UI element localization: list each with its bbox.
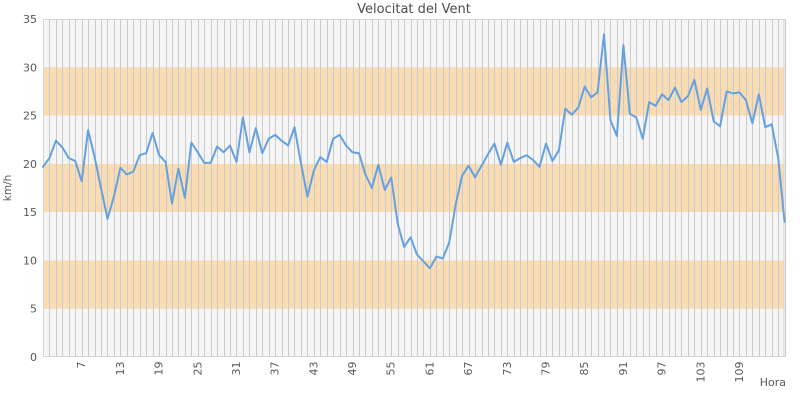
svg-text:15: 15 [23,206,37,219]
svg-text:109: 109 [733,362,746,383]
svg-text:97: 97 [656,362,669,376]
x-axis-label: Hora [759,376,786,389]
svg-text:5: 5 [30,303,37,316]
vertical-gridlines [43,19,786,357]
svg-text:30: 30 [23,61,37,74]
threshold-bands [43,67,785,309]
svg-text:10: 10 [23,254,37,267]
svg-text:0: 0 [30,351,37,364]
svg-text:85: 85 [578,362,591,376]
svg-text:7: 7 [75,362,88,369]
svg-text:103: 103 [694,362,707,383]
svg-text:25: 25 [191,362,204,376]
svg-text:13: 13 [114,362,127,376]
y-tick-labels: 0 5 10 15 20 25 30 35 [23,13,37,364]
x-tick-labels: 7 13 19 25 31 37 43 49 55 61 67 73 79 85 91 97 103 109 [75,362,746,383]
svg-text:67: 67 [462,362,475,376]
svg-text:79: 79 [539,362,552,376]
svg-text:43: 43 [307,362,320,376]
chart-title: Velocitat del Vent [357,2,471,17]
svg-text:25: 25 [23,110,37,123]
wind-speed-line [42,33,786,270]
svg-text:37: 37 [269,362,282,376]
svg-text:91: 91 [617,362,630,376]
svg-text:49: 49 [346,362,359,376]
svg-text:73: 73 [501,362,514,376]
svg-text:19: 19 [153,362,166,376]
svg-text:20: 20 [23,158,37,171]
plot-border [43,19,785,357]
svg-text:31: 31 [230,362,243,376]
svg-text:55: 55 [385,362,398,376]
svg-text:35: 35 [23,13,37,26]
svg-text:61: 61 [423,362,436,376]
